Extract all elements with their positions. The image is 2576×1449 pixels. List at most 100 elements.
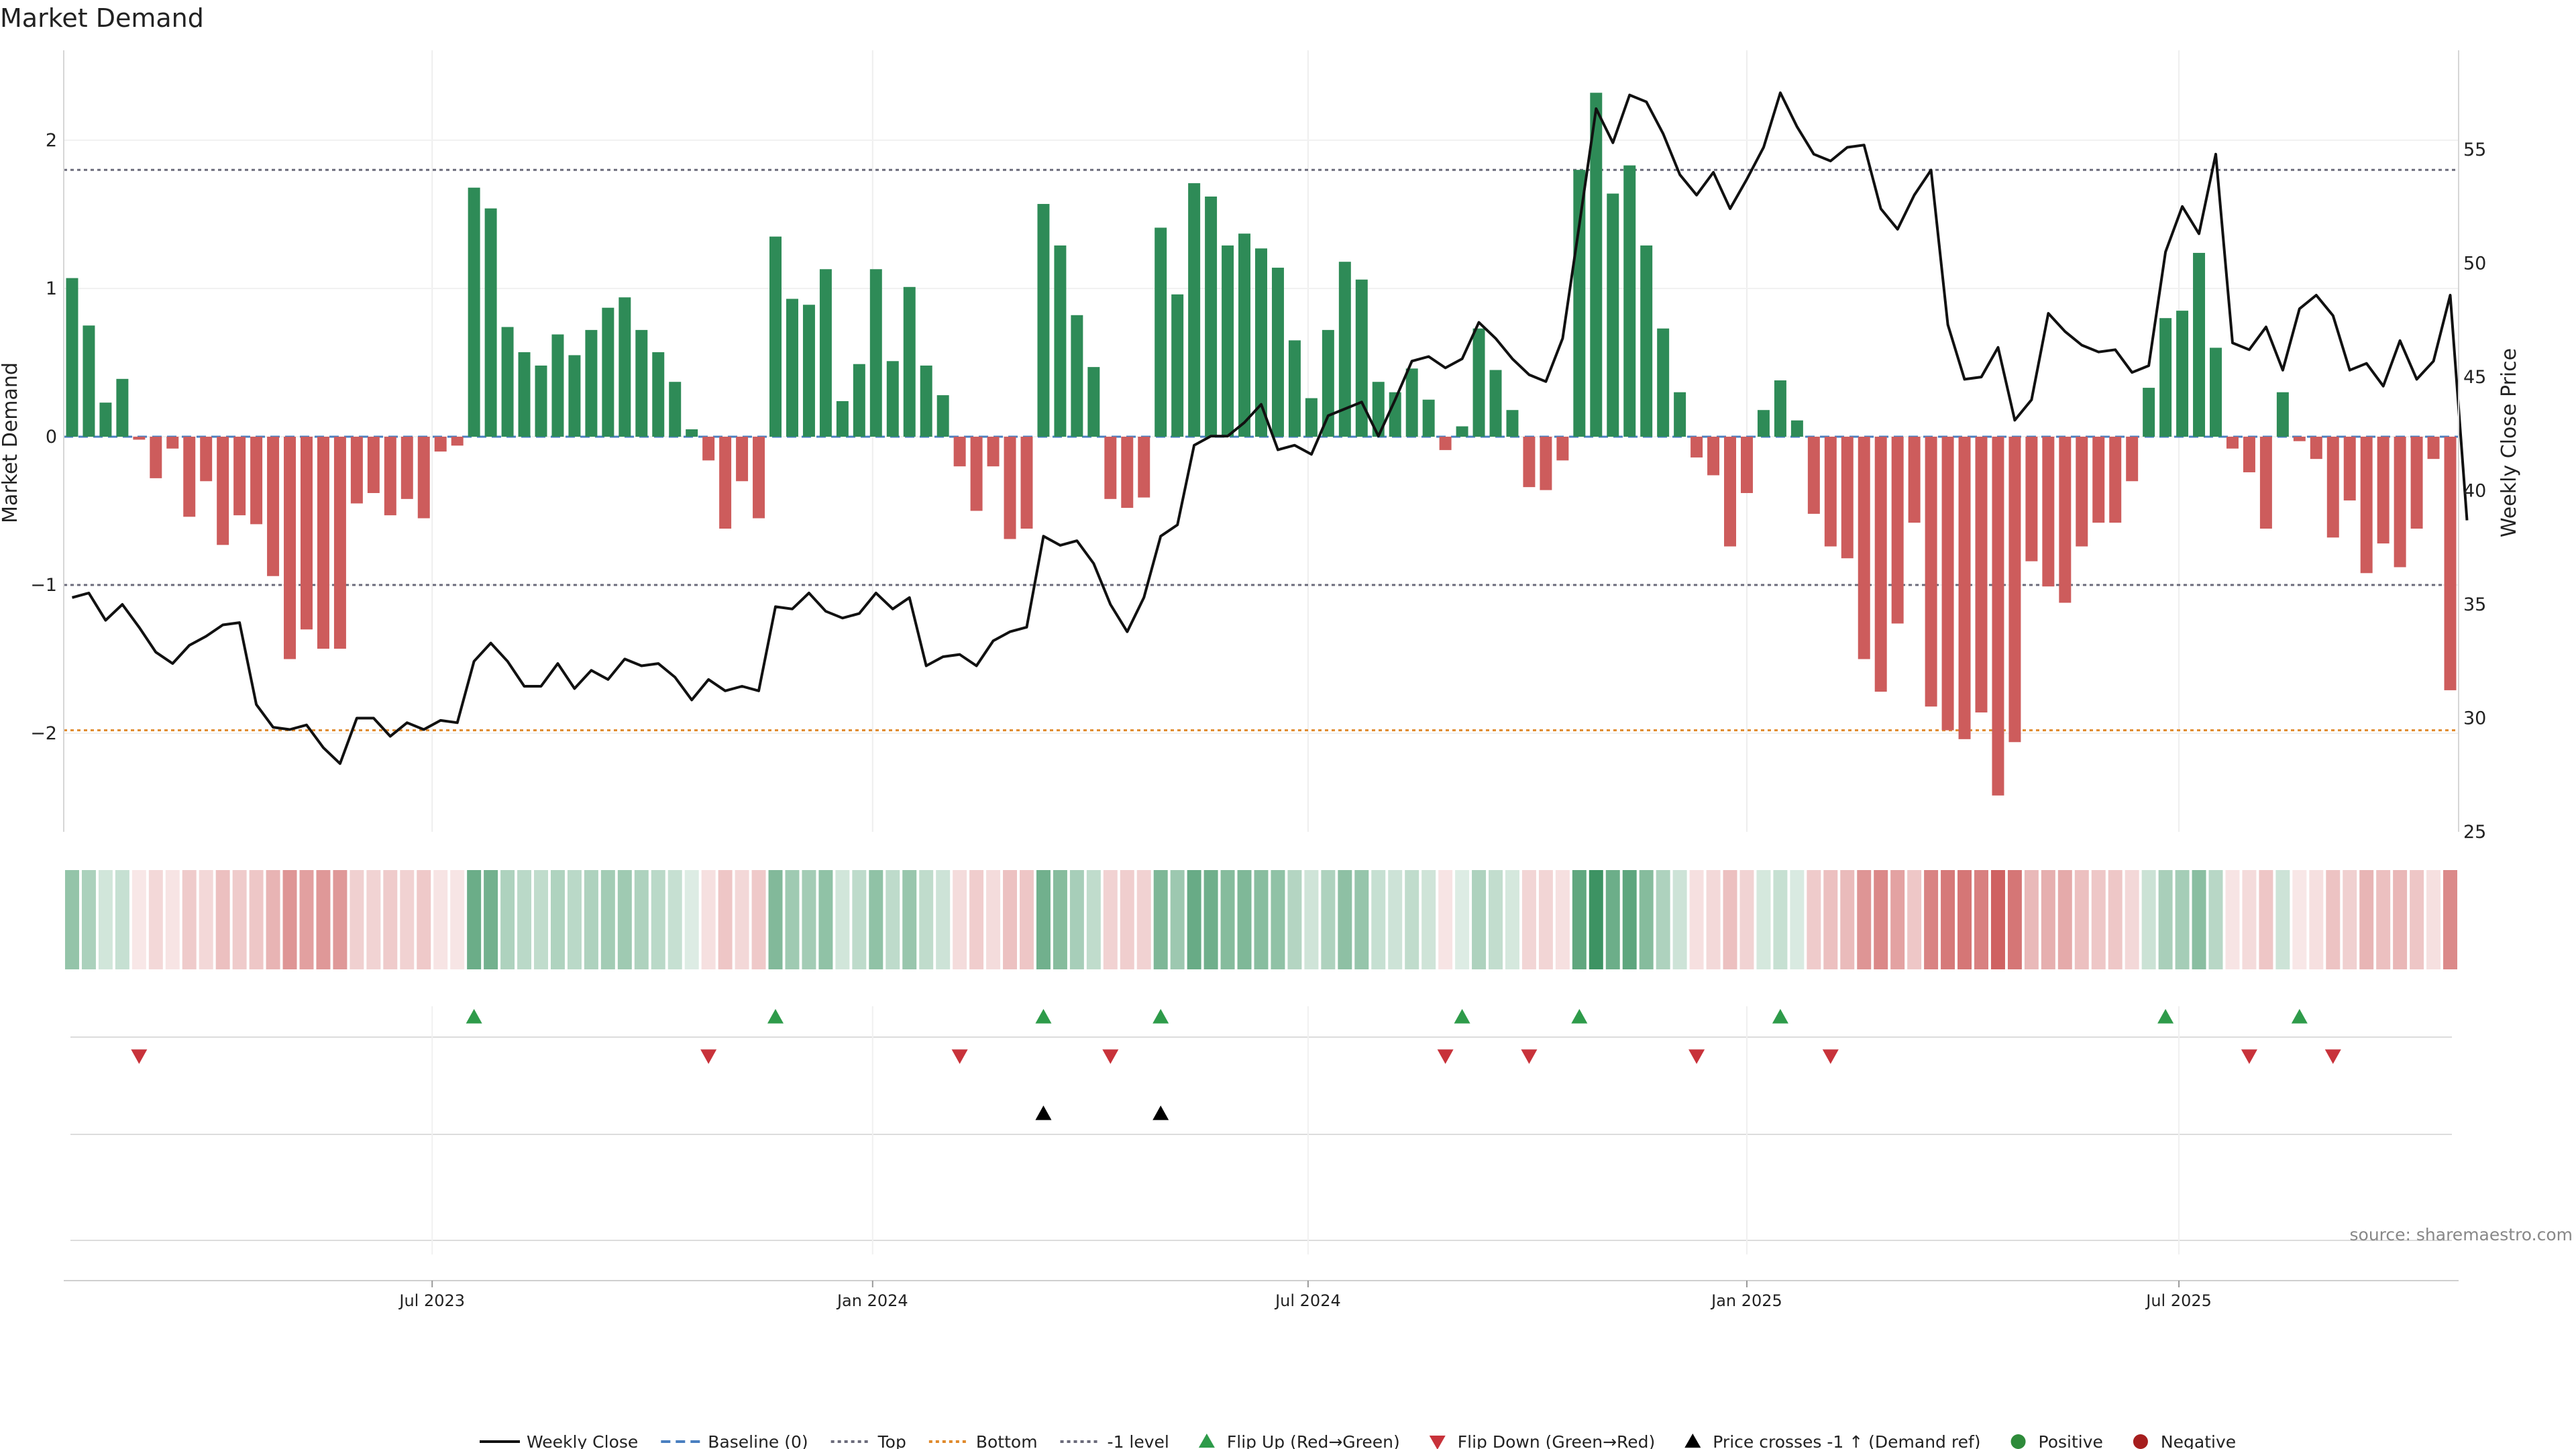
heat-cell [1405, 870, 1419, 969]
heat-cell [1739, 870, 1754, 969]
flip-up-marker [1035, 1009, 1052, 1024]
heat-cell [1421, 870, 1436, 969]
heat-cell [1823, 870, 1838, 969]
demand-bar [1523, 437, 1536, 488]
demand-bar [686, 429, 698, 437]
demand-bar [1372, 382, 1385, 437]
demand-bar [1590, 93, 1603, 437]
flip-up-marker [2157, 1009, 2174, 1024]
heat-cell [2259, 870, 2273, 969]
demand-bars [66, 93, 2457, 796]
demand-bar [652, 352, 665, 437]
heat-cell [131, 870, 146, 969]
demand-bar [83, 325, 95, 437]
heat-cell [1605, 870, 1620, 969]
demand-bar [2176, 311, 2189, 437]
heat-cell [1974, 870, 1988, 969]
left-tick-label: −2 [30, 723, 57, 744]
demand-bar [99, 402, 112, 437]
demand-bar [1456, 426, 1468, 437]
heat-cell [2057, 870, 2072, 969]
demand-bar [2143, 388, 2155, 437]
demand-bar [2008, 437, 2021, 743]
heat-cell [1354, 870, 1369, 969]
demand-bar [1774, 380, 1786, 437]
demand-bar [886, 361, 899, 437]
heat-cell [383, 870, 398, 969]
heat-cell [148, 870, 163, 969]
heat-cell [768, 870, 783, 969]
heat-cell [1069, 870, 1084, 969]
demand-bar [920, 365, 932, 437]
demand-bar [2427, 437, 2440, 460]
heat-cell [1388, 870, 1403, 969]
flip-up-marker [466, 1009, 482, 1024]
demand-bar [2243, 437, 2255, 473]
demand-bar [384, 437, 396, 516]
demand-bar [2092, 437, 2105, 523]
legend-item: Negative [2133, 1432, 2236, 1449]
legend-label: Positive [2039, 1432, 2103, 1449]
demand-bar [1992, 437, 2004, 796]
demand-bar [1121, 437, 1134, 508]
right-axis-label: Weekly Close Price [2498, 348, 2521, 537]
event-panels [70, 1006, 2452, 1254]
heat-cell [1203, 870, 1218, 969]
heat-cell [667, 870, 682, 969]
heat-cell [2376, 870, 2391, 969]
heat-cell [2208, 870, 2223, 969]
demand-bar [1623, 165, 1636, 437]
demand-bar [1255, 248, 1267, 437]
demand-bar [1674, 392, 1686, 437]
demand-bar [2109, 437, 2122, 523]
demand-bar [786, 299, 798, 437]
demand-bar [970, 437, 983, 511]
demand-bar [284, 437, 297, 659]
source-note: source: sharemaestro.com [2350, 1225, 2573, 1244]
heat-cell [2125, 870, 2139, 969]
demand-bar [1355, 279, 1368, 437]
heat-cell [1990, 870, 2005, 969]
demand-bar [301, 437, 313, 630]
heat-cell [2410, 870, 2424, 969]
legend-swatch-circle [2010, 1434, 2026, 1449]
demand-bar [1858, 437, 1870, 659]
demand-bar [250, 437, 263, 525]
flip-up-marker [1772, 1009, 1788, 1024]
demand-bar [1489, 370, 1502, 437]
legend-label: Top [877, 1432, 906, 1449]
demand-bar [1690, 437, 1703, 458]
legend-swatch-triangle-up [1684, 1434, 1701, 1448]
heat-cell [1438, 870, 1453, 969]
flip-up-marker [1152, 1009, 1169, 1024]
demand-bar [903, 286, 916, 437]
right-tick-label: 40 [2463, 481, 2486, 502]
demand-bar [150, 437, 162, 478]
demand-bar [2410, 437, 2423, 529]
right-tick-label: 55 [2463, 140, 2486, 160]
heat-cell [1120, 870, 1134, 969]
heat-cell [400, 870, 415, 969]
legend-label: Negative [2161, 1432, 2236, 1449]
demand-bar [2076, 437, 2088, 547]
demand-bar [333, 437, 346, 649]
heat-cell [1505, 870, 1519, 969]
legend-item: Price crosses -1 ↑ (Demand ref) [1684, 1432, 1981, 1449]
heat-cell [81, 870, 96, 969]
price-cross-marker [1152, 1106, 1169, 1120]
price-series [71, 91, 2469, 765]
heat-cell [215, 870, 230, 969]
demand-bar [2159, 318, 2172, 437]
heat-cell [600, 870, 615, 969]
demand-bar [2394, 437, 2406, 568]
demand-bar [1037, 204, 1050, 437]
heat-cell [1957, 870, 1972, 969]
heat-cell [450, 870, 465, 969]
heat-cell [1455, 870, 1470, 969]
heat-cell [1639, 870, 1654, 969]
demand-bar [1322, 329, 1334, 437]
x-tick-label: Jan 2024 [836, 1291, 908, 1310]
demand-bar [1171, 294, 1184, 437]
heat-cell [986, 870, 1001, 969]
